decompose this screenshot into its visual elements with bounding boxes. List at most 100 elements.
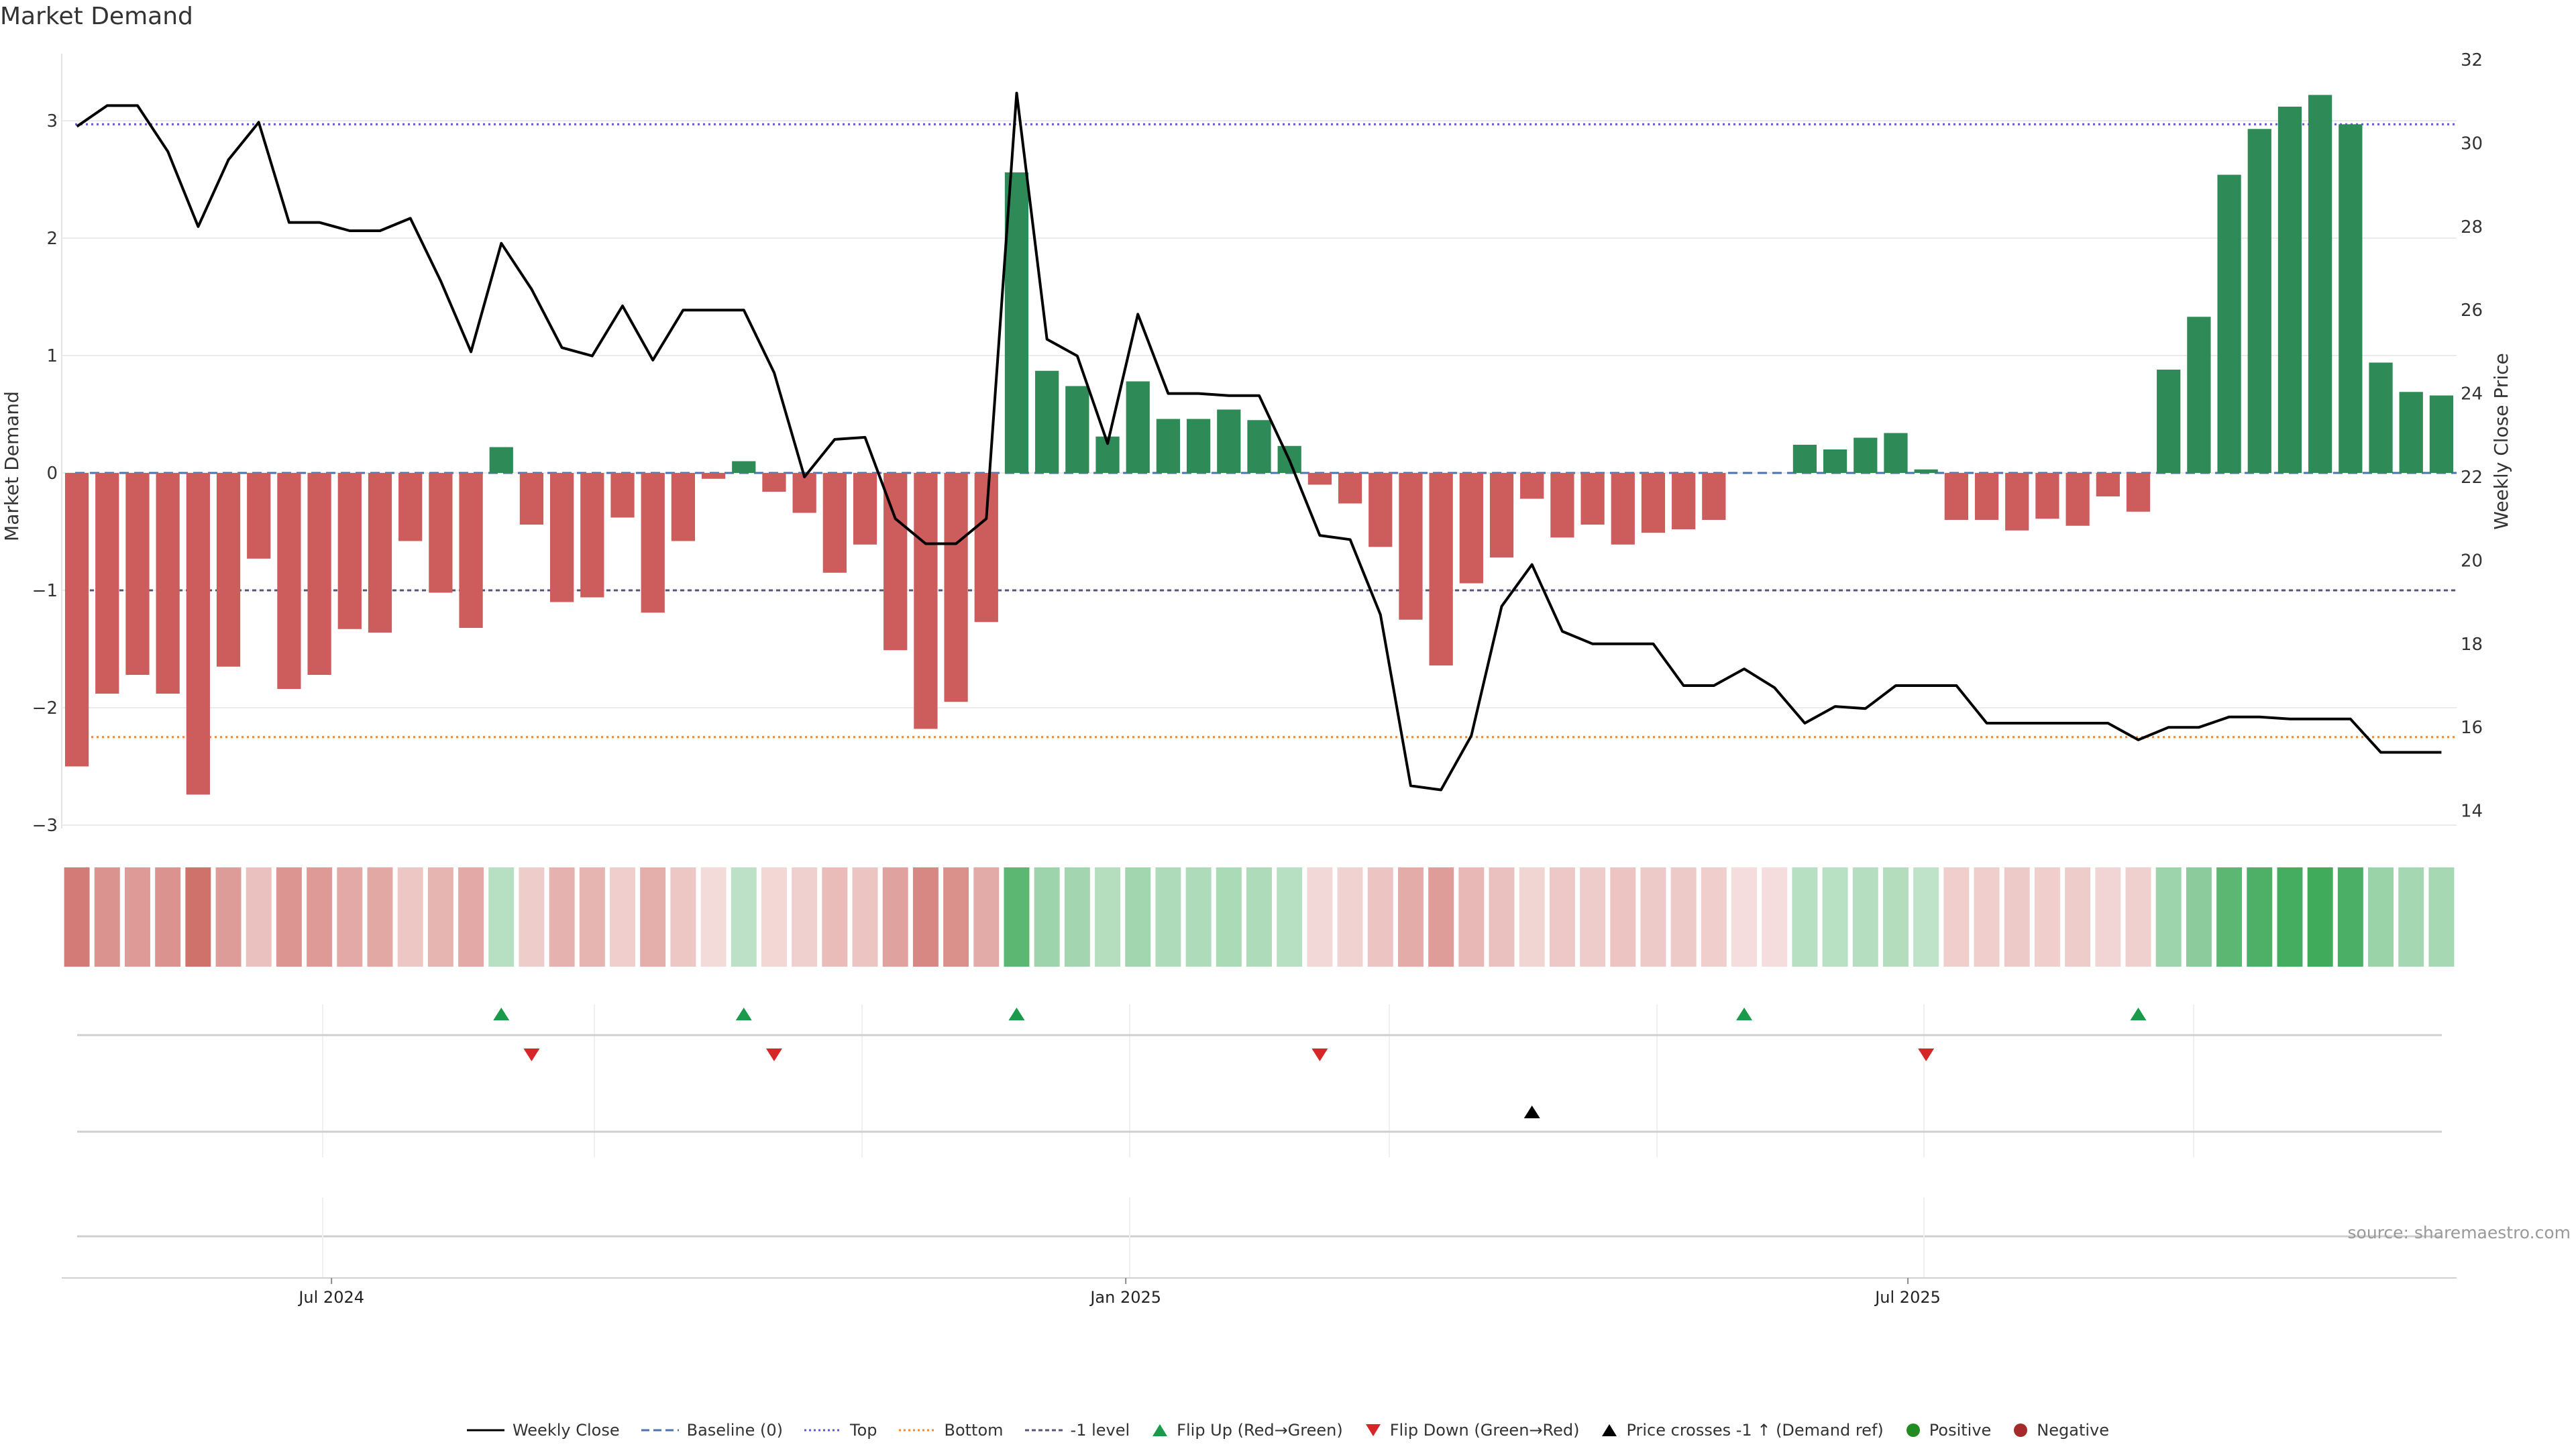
legend-label: Baseline (0) [686, 1421, 783, 1440]
legend-price-cross: Price crosses -1 ↑ (Demand ref) [1601, 1421, 1884, 1440]
heat-cell [1064, 867, 1090, 967]
heat-cell [1852, 867, 1878, 967]
demand-bar [2277, 107, 2302, 473]
heat-cell [124, 867, 150, 967]
heat-cell [397, 867, 423, 967]
price-line-layer [76, 91, 2442, 792]
heat-cell [1580, 867, 1606, 967]
y-tick-label: 1 [46, 346, 58, 366]
heat-cell [488, 867, 515, 967]
demand-bar [2339, 124, 2363, 473]
demand-bar [580, 473, 604, 598]
demand-bar [95, 473, 119, 694]
demand-bar [762, 473, 786, 492]
heat-cell [2216, 867, 2243, 967]
heat-cell [1731, 867, 1758, 967]
heat-cell [1549, 867, 1575, 967]
demand-bar [1914, 469, 1938, 473]
heat-cell [1428, 867, 1454, 967]
demand-bar [550, 473, 574, 602]
heat-strip [64, 867, 2455, 967]
heat-cell [215, 867, 241, 967]
demand-bar [2005, 473, 2029, 531]
heat-cell [94, 867, 120, 967]
demand-bar [1156, 419, 1181, 473]
price-cross-marker [1523, 1106, 1540, 1118]
demand-bar [2399, 392, 2423, 473]
legend-flip-up: Flip Up (Red→Green) [1151, 1421, 1343, 1440]
demand-bar [1823, 449, 1847, 473]
heat-cell [1822, 867, 1848, 967]
heat-cell [1337, 867, 1363, 967]
heat-cell [670, 867, 696, 967]
heat-cell [1489, 867, 1515, 967]
demand-bar [1884, 433, 1908, 473]
demand-bar [1399, 473, 1423, 620]
y2-tick-label: 16 [2461, 718, 2483, 738]
x-tick-label: Jan 2025 [1089, 1288, 1161, 1307]
demand-bars [64, 95, 2454, 795]
heat-cell [2004, 867, 2030, 967]
y2-tick-label: 14 [2461, 802, 2483, 822]
flip-up-marker [735, 1008, 752, 1020]
heat-cell [549, 867, 575, 967]
demand-bar [186, 473, 210, 795]
demand-bar [247, 473, 271, 559]
heat-cell [1246, 867, 1272, 967]
demand-bar [974, 473, 998, 623]
x-axis: Jul 2024 Jan 2025 Jul 2025 [62, 1277, 2457, 1307]
legend-negative: Negative [2012, 1421, 2109, 1440]
demand-bar [732, 461, 756, 473]
demand-bar [671, 473, 696, 541]
source-label: source: sharemaestro.com [2348, 1223, 2571, 1242]
demand-bar [2035, 473, 2059, 519]
demand-bar [2429, 395, 2454, 473]
y-tick-label: 0 [46, 464, 58, 484]
flip-up-marker [493, 1008, 510, 1020]
x-tick-label: Jul 2024 [297, 1288, 364, 1307]
heat-cell [2307, 867, 2333, 967]
heat-cell [2125, 867, 2151, 967]
y2-tick-label: 26 [2461, 301, 2483, 321]
heat-cell [973, 867, 1000, 967]
demand-bar [853, 473, 877, 545]
demand-bar [1944, 473, 1968, 520]
heat-cell [1640, 867, 1666, 967]
heat-cell [1004, 867, 1030, 967]
legend-weekly-close: Weekly Close [466, 1421, 620, 1440]
heat-cell [1185, 867, 1212, 967]
heat-cell [1155, 867, 1181, 967]
legend: Weekly Close Baseline (0) Top Bottom -1 … [0, 1421, 2576, 1440]
demand-bar [2217, 174, 2241, 473]
demand-bar [2126, 473, 2151, 512]
heat-cell [1883, 867, 1909, 967]
y2-axis-label: Weekly Close Price [2490, 353, 2512, 529]
flip-up-marker [2130, 1008, 2147, 1020]
demand-bar [2157, 370, 2181, 473]
y-tick-label: −1 [32, 581, 58, 601]
heat-cell [792, 867, 818, 967]
demand-bar [2096, 473, 2120, 496]
flip-down-marker [1311, 1049, 1328, 1061]
demand-bar [1611, 473, 1635, 545]
demand-bar [368, 473, 392, 633]
demand-bar [1520, 473, 1544, 499]
heat-cell [2186, 867, 2212, 967]
heat-cell [307, 867, 333, 967]
heat-cell [2337, 867, 2363, 967]
heat-cell [427, 867, 453, 967]
legend-positive: Positive [1905, 1421, 1991, 1440]
y2-tick-label: 18 [2461, 635, 2483, 655]
heat-cell [943, 867, 969, 967]
flip-down-marker [1918, 1049, 1935, 1061]
heat-cell [1519, 867, 1545, 967]
heat-cell [1216, 867, 1242, 967]
demand-bar [1307, 473, 1332, 485]
demand-bar [216, 473, 241, 667]
demand-bar [1459, 473, 1483, 584]
demand-bar [459, 473, 483, 628]
heat-cell [1943, 867, 1970, 967]
heat-cell [2398, 867, 2424, 967]
